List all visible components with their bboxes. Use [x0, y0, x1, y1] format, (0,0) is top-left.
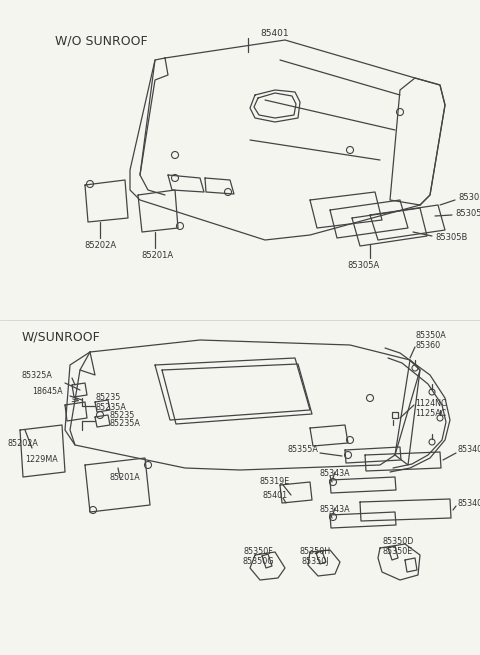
- Text: 85340C: 85340C: [457, 445, 480, 455]
- Text: 85350E: 85350E: [383, 548, 413, 557]
- Text: 85201A: 85201A: [141, 252, 173, 261]
- Text: 85235: 85235: [110, 411, 135, 419]
- Text: 85325A: 85325A: [22, 371, 53, 379]
- Text: 85350J: 85350J: [301, 557, 329, 567]
- Text: 85305B: 85305B: [435, 233, 468, 242]
- Text: 85360: 85360: [415, 341, 440, 350]
- Text: 85340B: 85340B: [457, 498, 480, 508]
- Text: 85343A: 85343A: [320, 506, 350, 514]
- Text: W/O SUNROOF: W/O SUNROOF: [55, 35, 148, 48]
- Text: 85343A: 85343A: [320, 468, 350, 477]
- Text: 1229MA: 1229MA: [25, 455, 58, 464]
- Text: W/SUNROOF: W/SUNROOF: [22, 330, 101, 343]
- Text: 85235A: 85235A: [110, 419, 141, 428]
- Text: 85319E: 85319E: [260, 477, 290, 487]
- Text: 85350D: 85350D: [382, 538, 414, 546]
- Text: 85350F: 85350F: [243, 548, 273, 557]
- Text: 85350A: 85350A: [415, 331, 446, 339]
- Text: 85201A: 85201A: [110, 474, 141, 483]
- Text: 85202A: 85202A: [8, 438, 39, 447]
- Text: 18645A: 18645A: [32, 388, 62, 396]
- Text: 85401: 85401: [263, 491, 288, 500]
- Text: 85305A: 85305A: [347, 261, 379, 269]
- Text: 85305A: 85305A: [458, 193, 480, 202]
- Text: 85401: 85401: [260, 29, 288, 37]
- Text: 1125AC: 1125AC: [415, 409, 446, 417]
- Text: 85235: 85235: [95, 394, 120, 403]
- Text: 1124NC: 1124NC: [415, 398, 446, 407]
- Text: 85305A: 85305A: [455, 208, 480, 217]
- Text: 85350G: 85350G: [242, 557, 274, 567]
- Text: 85355A: 85355A: [287, 445, 318, 455]
- Text: 85350H: 85350H: [300, 548, 331, 557]
- Text: 85202A: 85202A: [84, 242, 116, 250]
- Text: 85235A: 85235A: [95, 403, 126, 411]
